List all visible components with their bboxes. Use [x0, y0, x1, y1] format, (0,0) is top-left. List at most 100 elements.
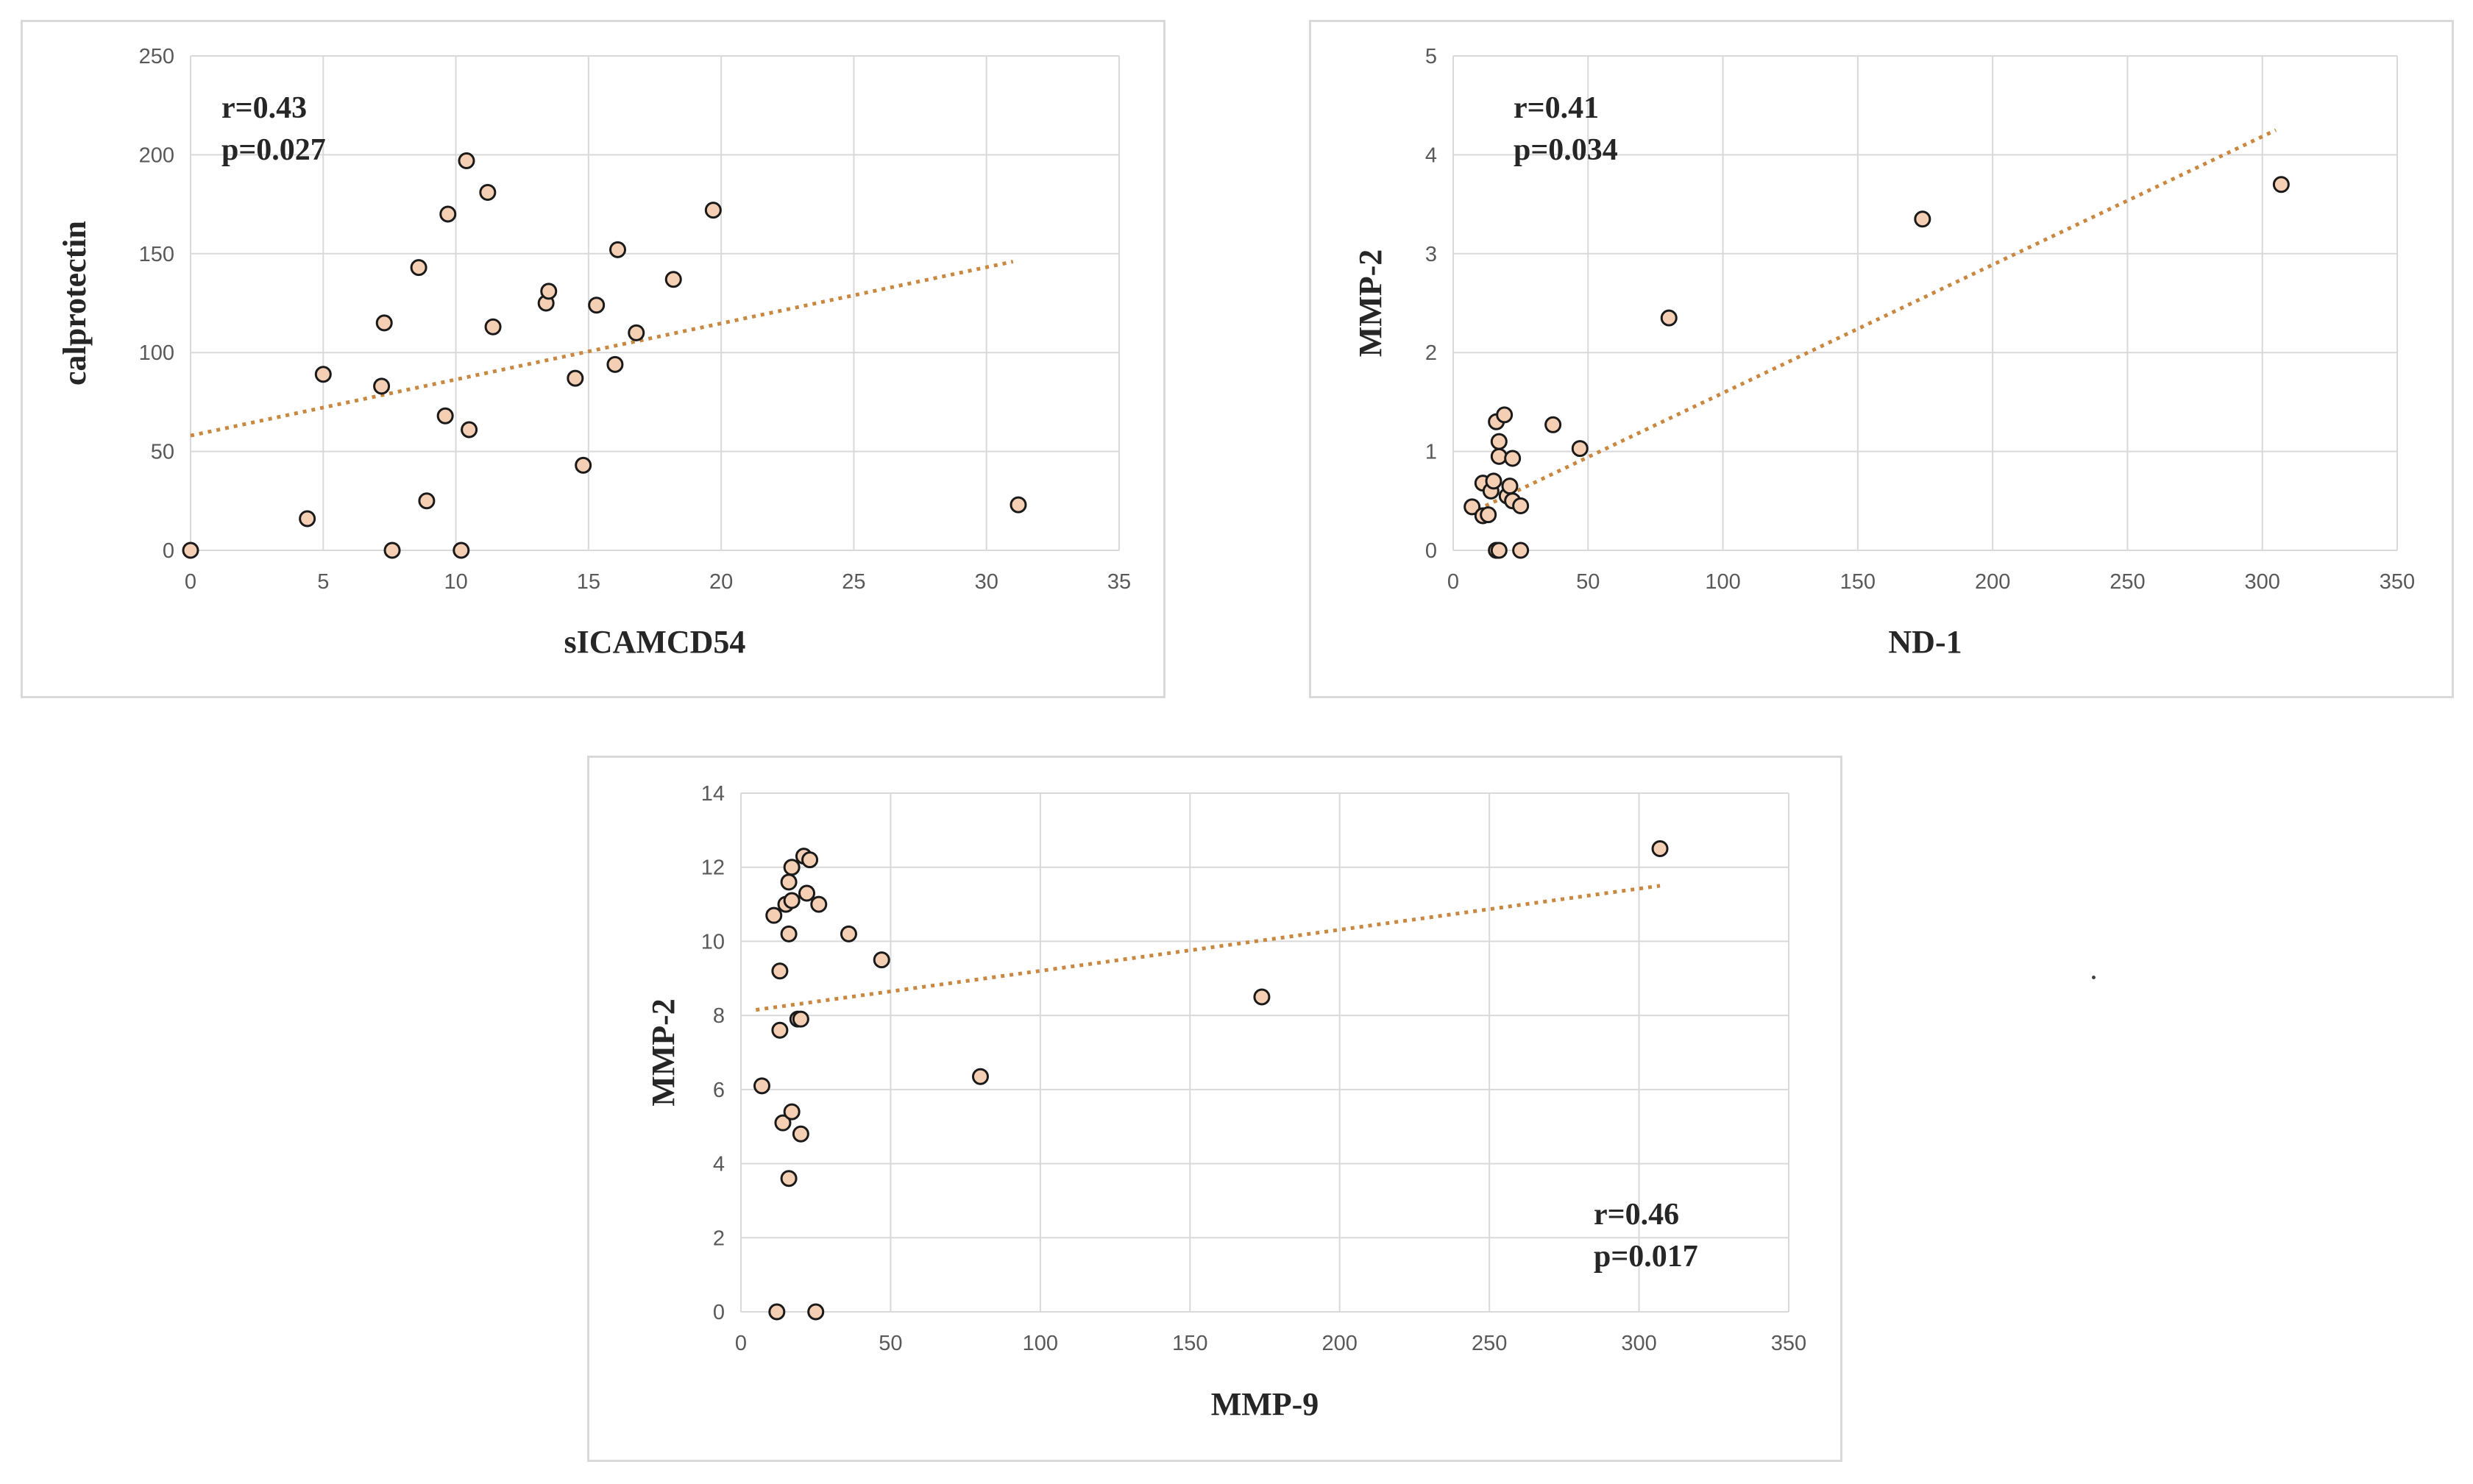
- y-tick-label: 5: [1425, 45, 1437, 68]
- x-tick-label: 5: [317, 570, 329, 594]
- data-point: [299, 510, 316, 528]
- correlation-r-label: r=0.41: [1514, 91, 1599, 125]
- data-point: [2272, 176, 2290, 194]
- x-tick-label: 200: [1975, 570, 2010, 594]
- stray-dot: [2092, 976, 2096, 979]
- data-point: [774, 1114, 792, 1132]
- y-tick-label: 200: [139, 143, 174, 167]
- data-point: [780, 873, 798, 891]
- x-tick-label: 20: [709, 570, 733, 594]
- data-point: [1544, 416, 1562, 433]
- data-point: [375, 314, 393, 332]
- y-tick-label: 50: [151, 441, 174, 464]
- data-point: [383, 542, 401, 559]
- chart-3-svg: 0 50 100 150 200 250 300 350 0 2 4 6 8 10 12 14 MMP-9 MMP…: [645, 782, 1806, 1422]
- data-point: [1571, 440, 1589, 458]
- x-tick-label: 35: [1107, 570, 1131, 594]
- p-value-label: p=0.017: [1594, 1240, 1698, 1274]
- x-tick-label: 0: [735, 1332, 747, 1355]
- data-point: [567, 369, 584, 387]
- data-point: [1480, 506, 1497, 524]
- y-axis-title: MMP-2: [645, 998, 681, 1107]
- data-point: [753, 1077, 770, 1095]
- data-point: [807, 1303, 825, 1321]
- y-tick-label: 0: [163, 539, 174, 563]
- x-axis-title: sICAMCD54: [564, 624, 746, 660]
- x-tick-label: 200: [1322, 1332, 1358, 1355]
- data-point: [628, 324, 645, 341]
- x-tick-label: 50: [879, 1332, 902, 1355]
- data-point: [780, 1170, 798, 1187]
- data-point: [768, 1303, 786, 1321]
- x-tick-label: 100: [1023, 1332, 1058, 1355]
- x-axis-title: ND-1: [1888, 624, 1962, 660]
- data-point: [783, 892, 801, 909]
- data-point: [182, 542, 199, 559]
- x-tick-label: 15: [577, 570, 600, 594]
- data-point: [410, 259, 427, 277]
- x-tick-label: 50: [1576, 570, 1600, 594]
- data-point: [1496, 406, 1514, 424]
- y-tick-label: 0: [1425, 539, 1437, 563]
- data-point: [801, 851, 819, 869]
- data-point: [1651, 840, 1669, 858]
- data-point: [771, 1021, 789, 1039]
- data-point: [373, 377, 391, 395]
- correlation-r-label: r=0.43: [221, 91, 307, 125]
- data-point: [575, 456, 592, 474]
- x-tick-label: 250: [1472, 1332, 1507, 1355]
- x-tick-label: 150: [1172, 1332, 1207, 1355]
- x-axis-title: MMP-9: [1211, 1386, 1319, 1422]
- y-tick-label: 4: [713, 1153, 725, 1176]
- y-tick-label: 0: [713, 1301, 725, 1324]
- data-point: [540, 283, 558, 300]
- data-point: [798, 884, 816, 902]
- x-tick-label: 300: [1621, 1332, 1656, 1355]
- data-point: [792, 1125, 809, 1143]
- trendline: [1484, 128, 2277, 508]
- y-tick-label: 2: [713, 1226, 725, 1250]
- y-tick-label: 8: [713, 1004, 725, 1028]
- chart-panel-3: 0 50 100 150 200 250 300 350 0 2 4 6 8 10 12 14 MMP-9 MMP…: [587, 756, 1842, 1462]
- x-tick-label: 350: [1771, 1332, 1806, 1355]
- p-value-label: p=0.027: [221, 133, 326, 167]
- chart-1-svg: 0 5 10 15 20 25 30 35 0 50 100 150 200 250 sICAMCD54 ca…: [57, 45, 1131, 660]
- x-tick-label: 100: [1705, 570, 1740, 594]
- y-tick-label: 2: [1425, 341, 1437, 365]
- x-tick-label: 300: [2245, 570, 2280, 594]
- y-tick-label: 4: [1425, 143, 1437, 167]
- y-tick-label: 1: [1425, 441, 1437, 464]
- data-point: [479, 183, 497, 201]
- x-tick-label: 150: [1840, 570, 1876, 594]
- y-tick-label: 12: [701, 856, 725, 880]
- y-tick-label: 150: [139, 243, 174, 266]
- data-point: [704, 202, 722, 219]
- data-point: [664, 271, 682, 288]
- y-tick-label: 6: [713, 1079, 725, 1102]
- data-point: [771, 962, 789, 980]
- data-point: [810, 895, 828, 913]
- trendline: [190, 260, 1014, 438]
- data-point: [971, 1068, 989, 1085]
- data-point: [418, 492, 436, 510]
- data-point: [1490, 433, 1508, 450]
- data-point: [1512, 542, 1530, 559]
- data-point: [840, 925, 857, 942]
- p-value-label: p=0.034: [1514, 133, 1618, 167]
- x-tick-label: 10: [444, 570, 467, 594]
- y-tick-label: 100: [139, 341, 174, 365]
- x-tick-label: 350: [2380, 570, 2415, 594]
- data-point: [436, 407, 454, 425]
- trendline: [756, 884, 1661, 1012]
- data-point: [1512, 497, 1530, 515]
- data-point: [792, 1010, 809, 1028]
- correlation-r-label: r=0.46: [1594, 1198, 1679, 1232]
- x-tick-label: 30: [975, 570, 998, 594]
- chart-panel-1: 0 5 10 15 20 25 30 35 0 50 100 150 200 250 sICAMCD54 ca…: [21, 20, 1165, 698]
- data-point: [783, 859, 801, 876]
- data-point: [1501, 477, 1519, 495]
- data-point: [1490, 447, 1508, 465]
- data-point: [1660, 309, 1678, 327]
- y-tick-label: 10: [701, 930, 725, 954]
- x-tick-label: 250: [2110, 570, 2145, 594]
